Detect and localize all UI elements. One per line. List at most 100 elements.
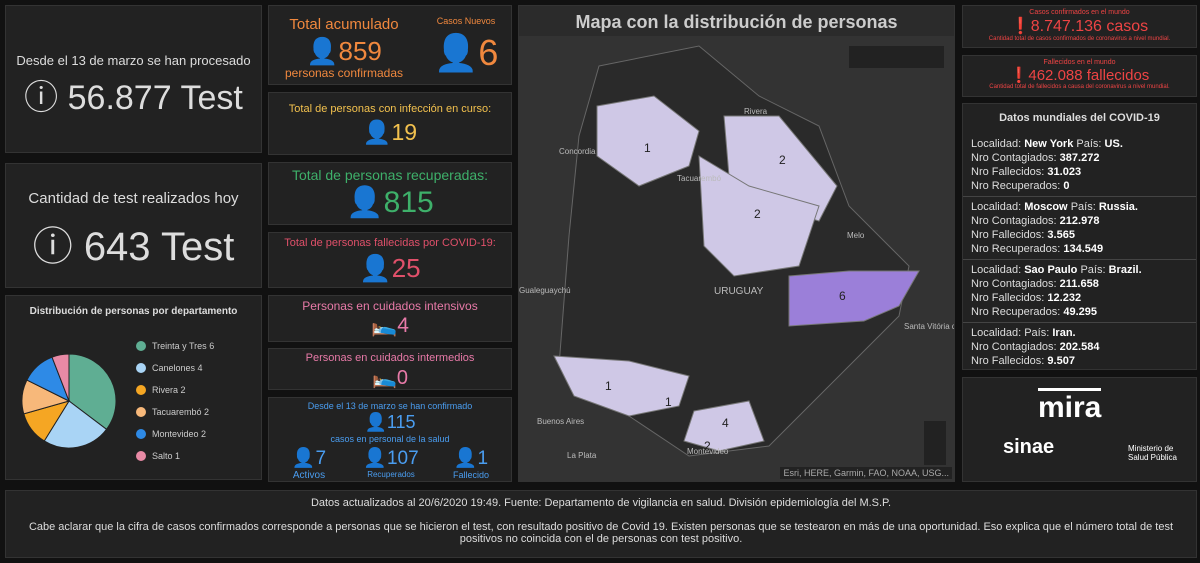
place: Buenos Aires (537, 417, 584, 426)
value-text: 815 (383, 186, 434, 219)
region-count: 2 (779, 153, 786, 167)
value: ❗8.747.136 casos (1010, 18, 1149, 35)
label: Nro Contagiados: (971, 341, 1057, 353)
legend-name: Tacuarembó (152, 407, 202, 417)
title: Total de personas con infección en curso… (288, 103, 492, 115)
place: Concordia (559, 147, 596, 156)
item-label: Fallecido (452, 470, 490, 480)
region-count: 6 (839, 289, 846, 303)
entry-row: Nro Contagiados: 212.978 (971, 214, 1188, 228)
value: 👤19 (362, 119, 418, 145)
item-label: Recuperados (367, 470, 415, 479)
deaths: 3.565 (1047, 229, 1075, 241)
region-count: 4 (722, 416, 729, 430)
recovered: 134.549 (1063, 243, 1104, 255)
value-text: 643 Test (83, 225, 235, 269)
intermediate: Personas en cuidados intermedios 🛌0 (268, 348, 512, 390)
legend-value: 2 (204, 407, 209, 417)
deaths: 31.023 (1047, 166, 1082, 178)
country: US. (1104, 138, 1123, 150)
pie-slice (51, 353, 70, 402)
label: País: (1080, 264, 1106, 276)
entry-location: Localidad: Sao Paulo País: Brazil. (971, 263, 1188, 277)
value: 👤815 (346, 186, 434, 219)
value-text: 0 (396, 367, 409, 389)
note: Cantidad total de fallecidos a causa del… (989, 84, 1170, 90)
item-value: 👤1 (453, 448, 489, 469)
label: País: (1024, 327, 1050, 339)
attribution: Esri, HERE, Garmin, FAO, NOAA, USG... (780, 467, 952, 479)
legend-value: 6 (209, 341, 214, 351)
label: Localidad: (971, 201, 1022, 213)
note: Cantidad total de casos confirmados de c… (988, 36, 1171, 42)
legend-name: Salto (152, 451, 173, 461)
update: Datos actualizados al 20/6/2020 19:49. F… (310, 497, 892, 509)
item-value: 👤7 (291, 448, 327, 469)
label: Nro Recuperados: (971, 180, 1061, 192)
legend-swatch (136, 385, 146, 395)
label: Nro Recuperados: (971, 243, 1061, 255)
region-count: 1 (665, 395, 672, 409)
logo-mira: mira (1038, 388, 1102, 425)
pie-slice (68, 353, 117, 431)
deaths: 9.507 (1047, 355, 1075, 367)
value-text: 56.877 Test (67, 79, 243, 117)
legend-name: Montevideo (152, 429, 199, 439)
legend-label: Tacuarembó 2 (152, 407, 209, 417)
item: 👤1 Fallecido (441, 446, 501, 480)
entry-row: Nro Recuperados: 49.295 (971, 305, 1188, 319)
title: Fallecidos en el mundo (1043, 59, 1116, 66)
label: Nro Fallecidos: (971, 166, 1045, 178)
entries: Localidad: New York País: US. Nro Contagi… (963, 134, 1196, 370)
infected: 211.658 (1059, 278, 1099, 290)
legend-value: 4 (198, 363, 203, 373)
value-text: 4 (397, 314, 409, 337)
place: URUGUAY (714, 286, 764, 297)
entry-row: Nro Contagiados: 387.272 (971, 151, 1188, 165)
item-label: Activos (292, 470, 326, 481)
recovered: 49.295 (1063, 306, 1097, 318)
entry-location: Localidad: Moscow País: Russia. (971, 200, 1188, 214)
value: 🛌0 (371, 367, 409, 389)
tests-today: Cantidad de test realizados hoy ⓘ 643 Te… (5, 163, 262, 288)
value-text: 462.088 fallecidos (1028, 67, 1150, 84)
value: 👤115 (364, 412, 416, 432)
map-toolbar[interactable] (849, 46, 944, 68)
entry-row: Nro Contagiados: 202.584 (971, 340, 1188, 354)
value: 👤859 (306, 36, 382, 66)
accumulated: Total acumulado 👤859 personas confirmada… (268, 5, 512, 85)
label: Cantidad de test realizados hoy (28, 190, 239, 207)
region (596, 95, 700, 187)
title: Personas en cuidados intensivos (302, 299, 478, 313)
place: Santa Vitória do Palmar (904, 322, 954, 331)
legend-label: Treinta y Tres 6 (152, 341, 214, 351)
place: Rivera (744, 107, 768, 116)
title: Datos mundiales del COVID-19 (999, 112, 1160, 124)
title: Casos confirmados en el mundo (1029, 9, 1130, 16)
label: Nro Recuperados: (971, 306, 1061, 318)
label: Localidad: (971, 138, 1022, 150)
region-count: 2 (704, 439, 711, 453)
entry: Localidad: País: Iran. Nro Contagiados: 2… (963, 323, 1196, 370)
new-value: 👤6 (433, 32, 499, 73)
subtitle: casos en personal de la salud (330, 434, 450, 444)
label: Nro Recuperados: (971, 369, 1060, 370)
icu: Personas en cuidados intensivos 🛌4 (268, 295, 512, 342)
label: Nro Contagiados: (971, 215, 1057, 227)
note: Cabe aclarar que la cifra de casos confi… (28, 521, 1174, 545)
value: 🛌4 (371, 314, 409, 337)
value: 👤25 (359, 253, 421, 283)
logo-ministry: Ministerio de Salud Pública (1128, 444, 1177, 462)
zoom-control[interactable] (924, 421, 946, 465)
region (683, 400, 765, 452)
value-text: 19 (391, 119, 418, 145)
title: Total de personas fallecidas por COVID-1… (284, 237, 496, 249)
legend-name: Rivera (152, 385, 178, 395)
infected: 387.272 (1059, 152, 1100, 164)
region (788, 270, 920, 327)
logo-sinae: sinae (1003, 436, 1055, 458)
legend-label: Montevideo 2 (152, 429, 206, 439)
place: Tacuarembó (677, 174, 722, 183)
world-list: Datos mundiales del COVID-19 Localidad: … (962, 103, 1197, 370)
label: Desde el 13 de marzo se han procesado (16, 53, 251, 68)
